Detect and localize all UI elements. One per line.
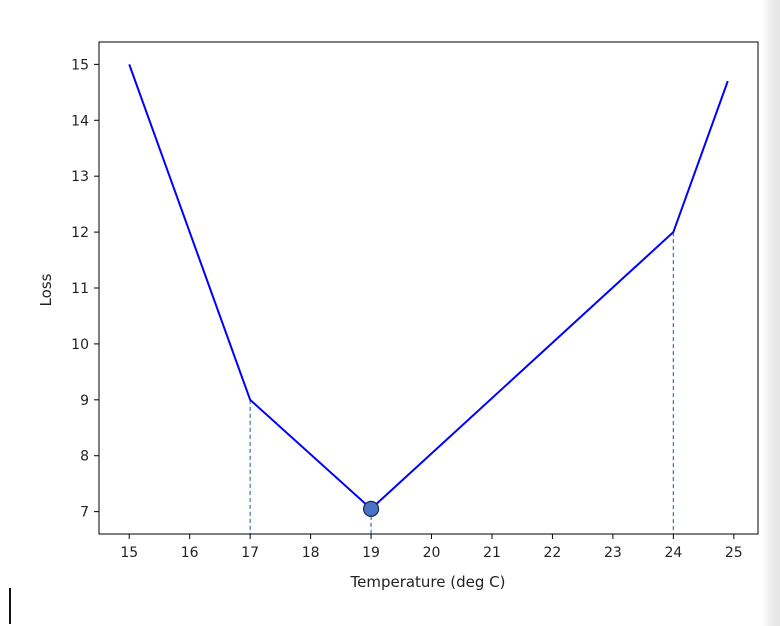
y-tick-label: 9 [80,393,89,409]
x-tick-label: 19 [362,545,380,561]
plot-layer [128,64,729,534]
y-axis-label: Loss [37,273,55,306]
x-tick-label: 20 [423,545,441,561]
y-tick-label: 15 [71,57,89,73]
x-tick-label: 23 [604,545,622,561]
y-tick-label: 7 [80,505,89,521]
y-tick-label: 13 [71,169,89,185]
x-tick-label: 15 [120,545,138,561]
window-edge-shade [762,0,780,626]
minimum-point-marker [362,500,380,517]
y-tick-label: 12 [71,225,89,241]
x-tick-label: 22 [544,545,562,561]
loss-series-line [128,64,729,511]
y-axis-ticks: 7 8 9 10 11 12 13 14 15 [71,57,99,521]
y-tick-label: 11 [71,281,89,297]
x-tick-label: 25 [725,545,743,561]
x-tick-label: 18 [302,545,320,561]
x-tick-label: 16 [181,545,199,561]
x-tick-label: 21 [483,545,501,561]
y-tick-label: 14 [71,113,89,129]
x-tick-label: 24 [664,545,682,561]
y-tick-label: 10 [71,337,89,353]
plot-frame [98,41,759,535]
y-tick-label: 8 [80,449,89,465]
x-tick-label: 17 [241,545,259,561]
x-axis-label: Temperature (deg C) [349,573,505,591]
text-cursor [9,588,11,624]
x-axis-ticks: 15 16 17 18 19 20 21 22 23 24 25 [120,534,743,561]
